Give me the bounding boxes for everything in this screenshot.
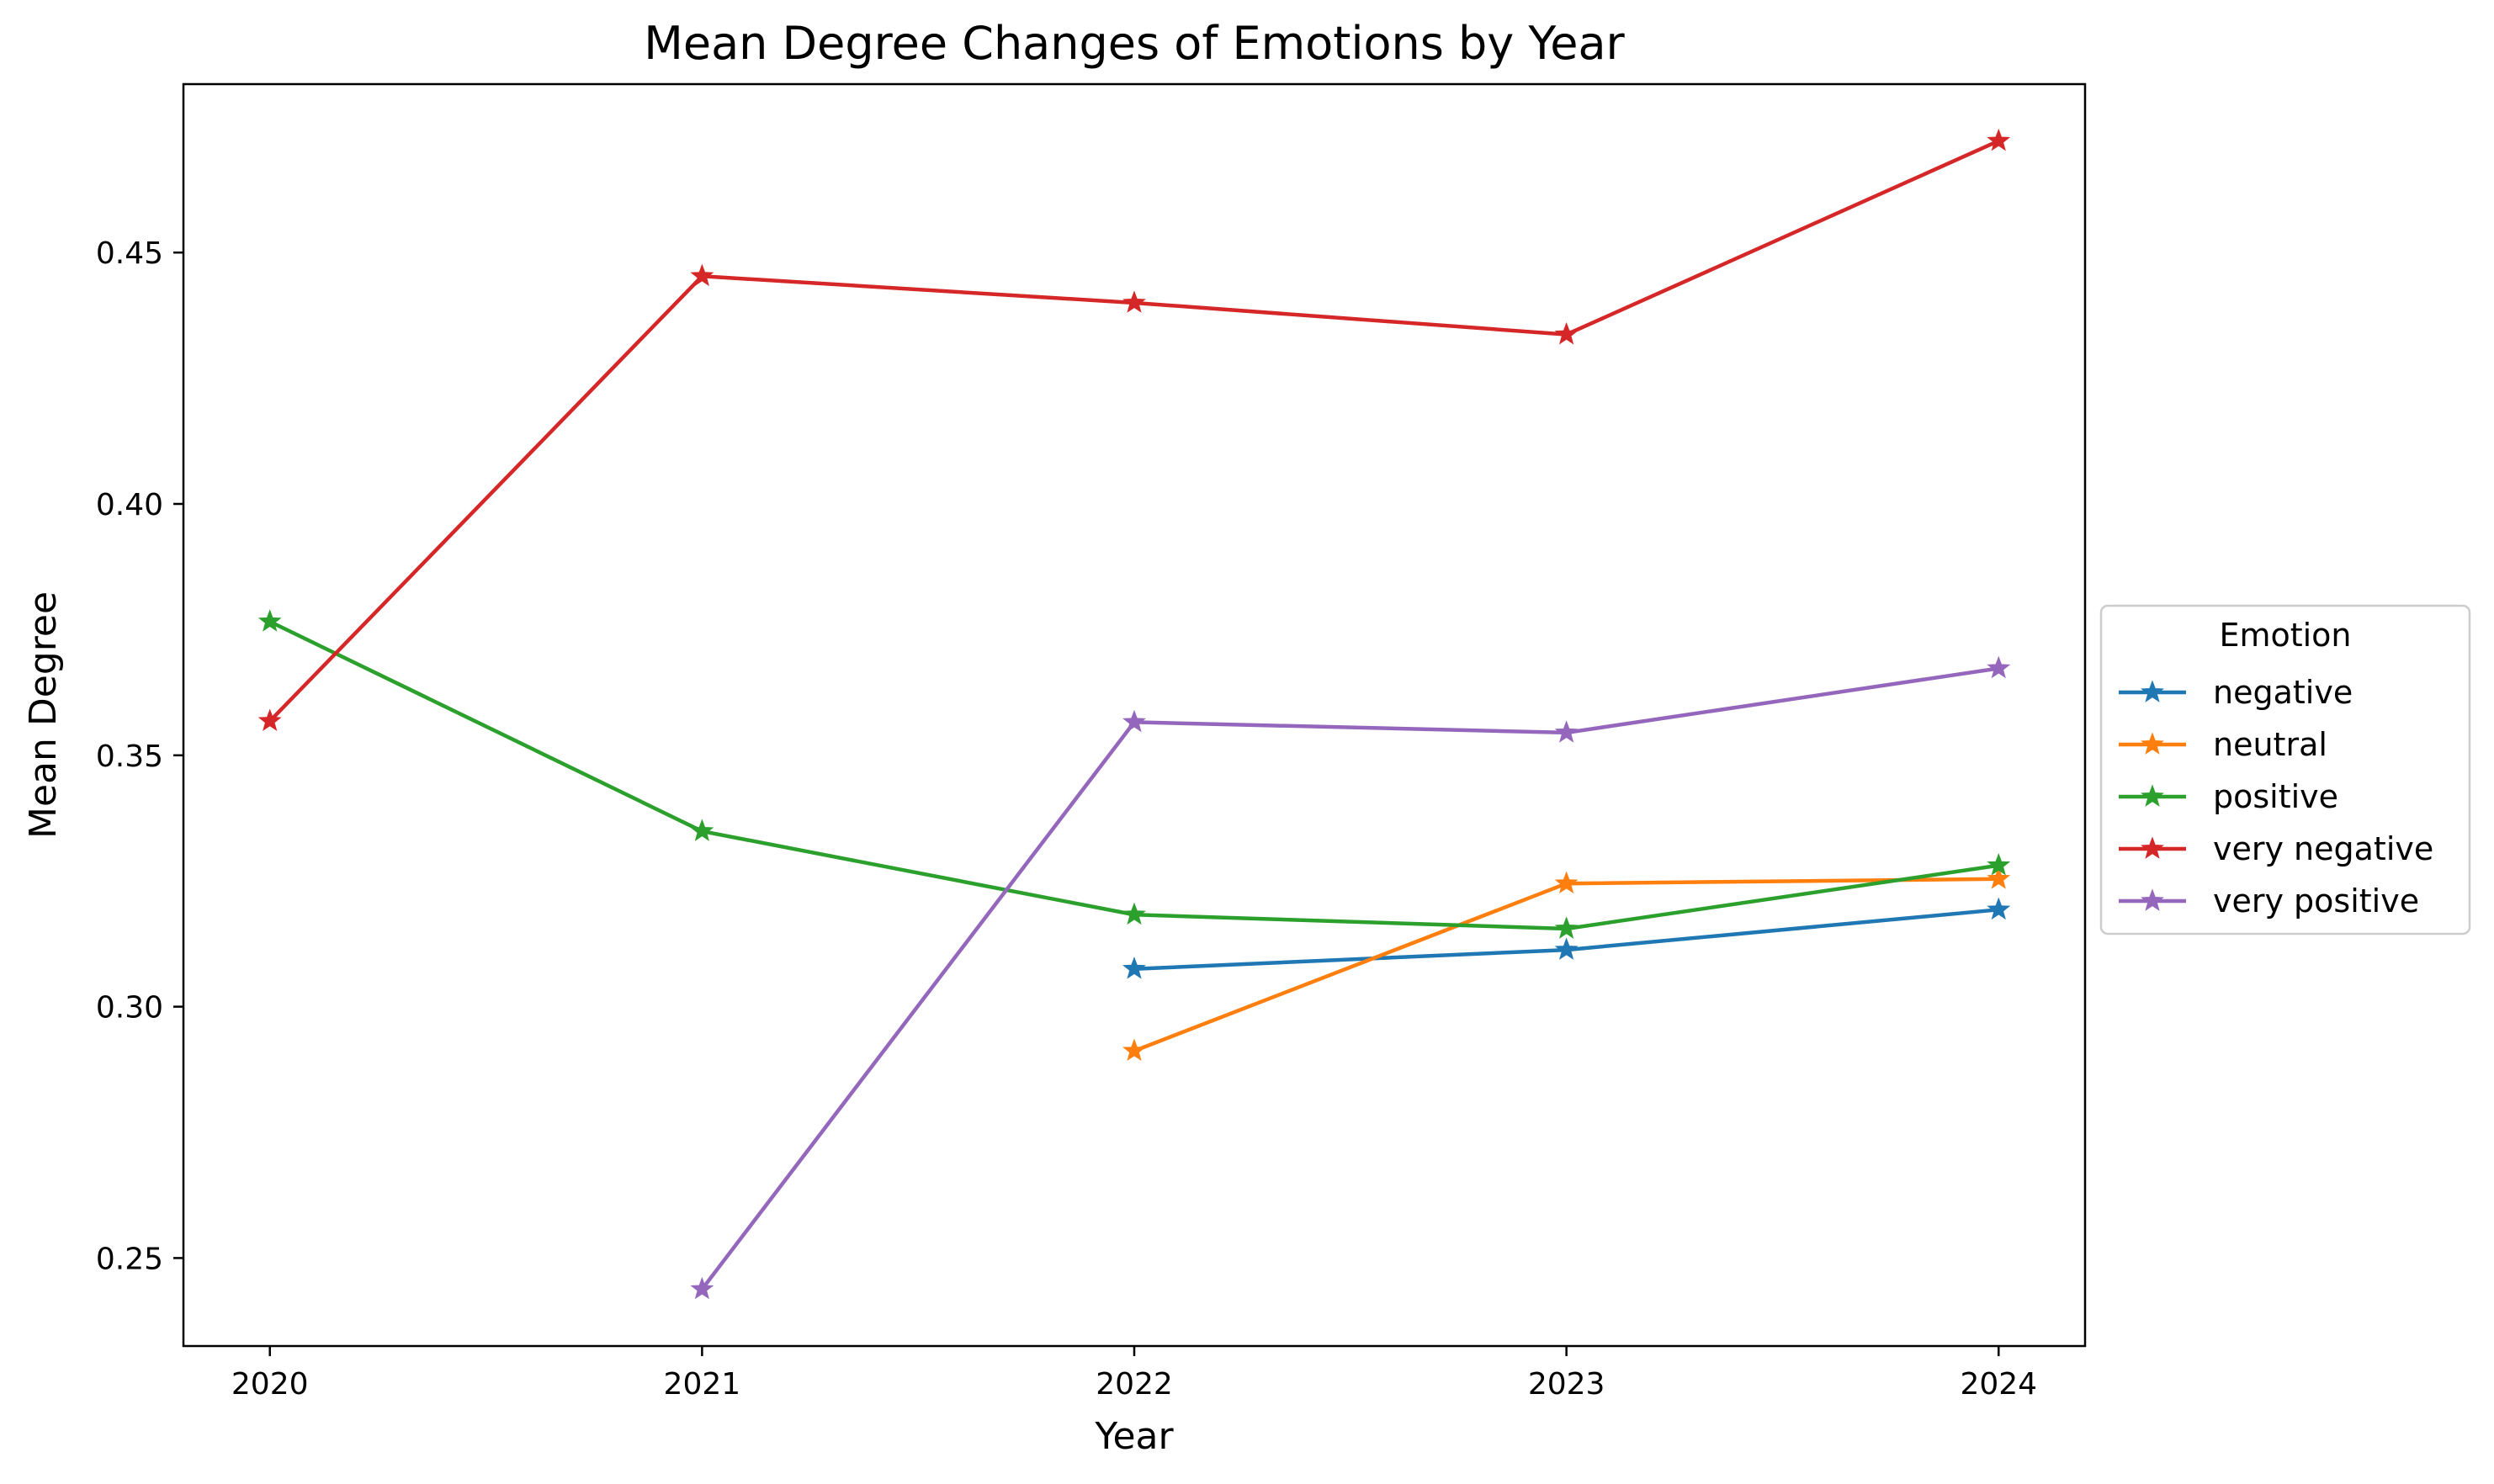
legend-marker-positive: [2141, 784, 2164, 807]
legend-label: positive: [2213, 778, 2338, 815]
data-point-very-negative: [257, 708, 282, 732]
legend-label: neutral: [2213, 726, 2327, 763]
y-axis: 0.25 0.30 0.35 0.40 0.45: [96, 236, 183, 1276]
series-very-positive: [690, 655, 2011, 1300]
y-tick-label: 0.25: [96, 1242, 163, 1276]
series-negative: [1122, 897, 2011, 979]
x-tick-label: 2022: [1096, 1367, 1173, 1402]
data-point-very-positive: [1122, 709, 1146, 733]
data-point-very-positive: [1554, 720, 1579, 743]
chart-title: Mean Degree Changes of Emotions by Year: [644, 17, 1625, 70]
data-point-positive: [1554, 916, 1579, 939]
data-point-very-positive: [1987, 655, 2011, 679]
data-point-negative: [1554, 937, 1579, 960]
legend-label: very negative: [2213, 830, 2433, 867]
data-point-positive: [690, 819, 714, 841]
y-tick-label: 0.40: [96, 488, 163, 522]
legend-item-very-positive: very positive: [2119, 882, 2419, 920]
legend-item-negative: negative: [2119, 674, 2353, 711]
series-neutral: [1122, 867, 2011, 1062]
data-point-very-negative: [1987, 128, 2011, 151]
data-point-very-negative: [1122, 290, 1146, 313]
data-point-neutral: [1122, 1038, 1146, 1062]
legend-item-neutral: neutral: [2119, 726, 2327, 763]
x-tick-label: 2020: [231, 1367, 309, 1402]
legend-marker-very-negative: [2141, 836, 2164, 859]
legend-item-positive: positive: [2119, 778, 2338, 815]
legend-title: Emotion: [2219, 617, 2351, 654]
plot-area: [257, 128, 2011, 1300]
legend-marker-negative: [2141, 680, 2164, 702]
legend-label: very positive: [2213, 882, 2419, 920]
y-tick-label: 0.35: [96, 739, 163, 774]
data-point-negative: [1987, 897, 2011, 920]
series-line-very-positive: [699, 665, 2001, 1292]
data-point-negative: [1122, 957, 1146, 979]
x-axis-label: Year: [1094, 1415, 1174, 1458]
y-tick-label: 0.45: [96, 236, 163, 271]
y-axis-label: Mean Degree: [22, 591, 65, 839]
series-very-negative: [257, 128, 2011, 732]
legend: Emotion negative neutral positive very nega…: [2099, 604, 2471, 935]
data-point-very-negative: [1554, 321, 1579, 345]
y-tick-label: 0.30: [96, 991, 163, 1026]
x-tick-label: 2021: [664, 1367, 741, 1402]
data-point-neutral: [1554, 871, 1579, 894]
legend-item-very-negative: very negative: [2119, 830, 2433, 867]
series-positive: [257, 609, 2011, 939]
data-point-positive: [1122, 902, 1146, 925]
data-point-very-positive: [690, 1276, 714, 1300]
legend-marker-very-positive: [2141, 888, 2164, 911]
legend-frame: [2099, 604, 2471, 935]
data-point-neutral: [1987, 867, 2011, 889]
data-point-positive: [1987, 853, 2011, 876]
legend-label: negative: [2213, 674, 2353, 711]
x-tick-label: 2023: [1528, 1367, 1605, 1402]
data-point-positive: [257, 609, 282, 632]
x-tick-label: 2024: [1960, 1367, 2037, 1402]
data-point-very-negative: [690, 263, 714, 287]
legend-marker-neutral: [2141, 732, 2164, 755]
x-axis: 2020 2021 2022 2023 2024: [231, 1346, 2037, 1402]
